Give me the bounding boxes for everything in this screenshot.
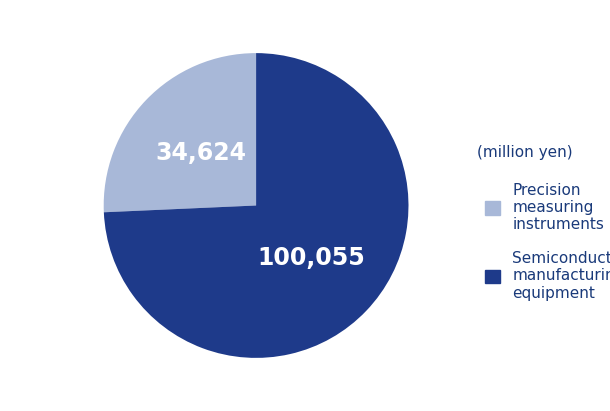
Text: (million yen): (million yen) xyxy=(477,145,573,160)
Wedge shape xyxy=(104,53,256,212)
Text: 100,055: 100,055 xyxy=(257,246,365,270)
Wedge shape xyxy=(104,53,409,358)
Text: 34,624: 34,624 xyxy=(156,141,246,165)
Legend: Precision
measuring
instruments, Semiconductor
manufacturing
equipment: Precision measuring instruments, Semicon… xyxy=(485,182,610,300)
